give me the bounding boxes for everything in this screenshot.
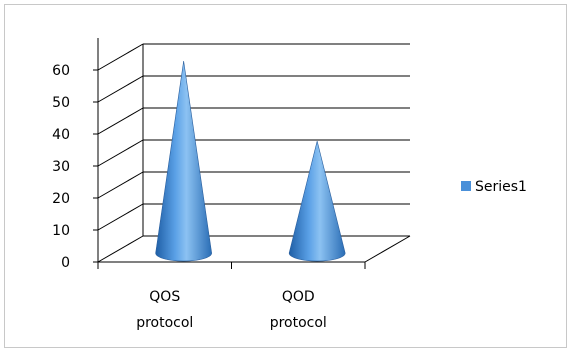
floor-left-edge — [97, 235, 144, 263]
y-tick-label: 10 — [52, 223, 70, 239]
legend-swatch — [461, 181, 471, 191]
category-labels: QOS protocol QOD protocol — [136, 289, 327, 331]
y-tick-label: 40 — [52, 127, 70, 143]
walls — [97, 38, 411, 263]
gridline-side — [97, 75, 144, 103]
legend-label: Series1 — [475, 179, 527, 195]
floor-right-edge — [364, 235, 411, 263]
y-tick-label: 60 — [52, 63, 70, 79]
y-tick-label: 30 — [52, 159, 70, 175]
y-tick-label: 20 — [52, 191, 70, 207]
cone-bars — [155, 61, 346, 262]
gridline-side — [97, 203, 144, 231]
cone-bar — [288, 141, 346, 262]
legend: Series1 — [461, 179, 527, 195]
y-tick-label: 0 — [61, 255, 70, 271]
y-tick-label: 50 — [52, 95, 70, 111]
gridline-side — [97, 139, 144, 167]
cone-body — [288, 141, 346, 262]
gridline-side — [97, 43, 144, 71]
gridline-side — [97, 107, 144, 135]
gridlines — [97, 43, 410, 231]
cone-body — [155, 61, 212, 262]
category-label: QOD protocol — [270, 289, 327, 331]
cone-bar — [155, 61, 212, 262]
category-label: QOS protocol — [136, 289, 193, 331]
y-axis-ticks: 0 10 20 30 40 50 60 — [52, 63, 98, 271]
gridline-side — [97, 171, 144, 199]
x-axis-ticks — [97, 262, 366, 269]
